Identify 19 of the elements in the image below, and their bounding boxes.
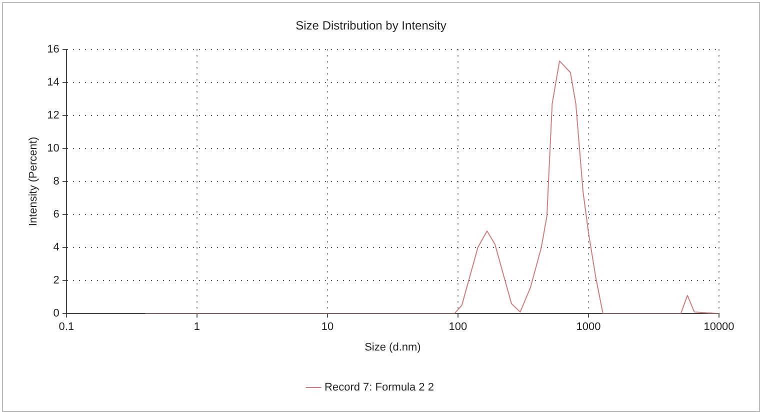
legend-label: Record 7: Formula 2 2	[324, 382, 434, 394]
y-tick-label: 0	[53, 308, 60, 320]
y-tick-label: 16	[47, 43, 60, 56]
x-tick-label: 100	[448, 321, 468, 334]
x-tick-label: 1	[194, 321, 200, 334]
x-axis-title: Size (d.nm)	[364, 341, 421, 354]
x-tick-label: 1000	[576, 321, 601, 334]
y-tick-label: 8	[53, 176, 60, 188]
y-tick-label: 4	[53, 242, 60, 254]
y-tick-label: 14	[47, 76, 60, 88]
x-tick-label: 0.1	[58, 321, 74, 334]
y-tick-label: 10	[47, 142, 60, 155]
y-tick-label: 6	[53, 208, 60, 221]
x-tick-label: 10	[321, 321, 334, 334]
y-tick-label: 2	[53, 274, 60, 287]
chart-title: Size Distribution by Intensity	[296, 18, 446, 33]
y-axis-title: Intensity (Percent)	[28, 136, 40, 226]
y-tick-label: 12	[47, 109, 60, 122]
x-tick-label: 10000	[704, 321, 734, 334]
